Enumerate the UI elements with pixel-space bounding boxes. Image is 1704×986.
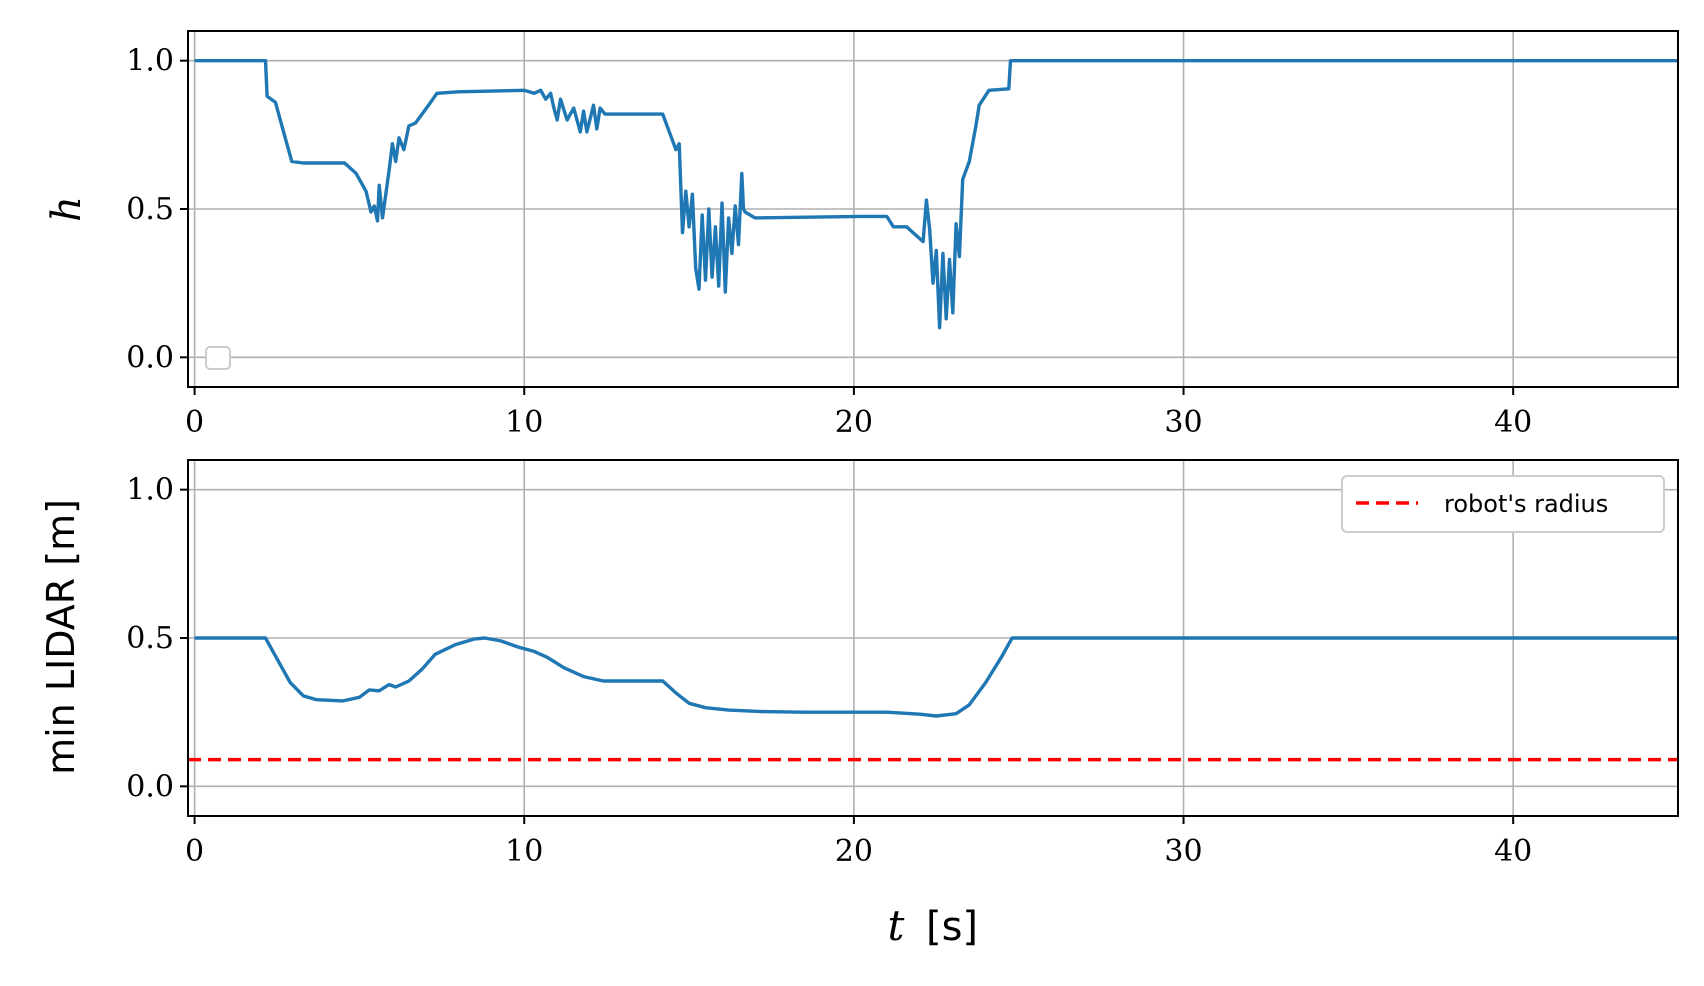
top-x-ticks: 0 10 20 30 40 bbox=[185, 387, 1532, 440]
y-tick-label: 0.5 bbox=[126, 192, 174, 227]
x-tick-label: 0 bbox=[185, 834, 204, 869]
x-tick-label: 40 bbox=[1494, 834, 1532, 869]
x-label-unit: [s] bbox=[926, 904, 978, 950]
bottom-x-ticks: 0 10 20 30 40 bbox=[185, 816, 1532, 869]
y-tick-label: 1.0 bbox=[126, 44, 174, 79]
bottom-series bbox=[188, 636, 1678, 762]
y-tick-label: 0.0 bbox=[126, 769, 174, 804]
x-axis-label: t [s] bbox=[888, 901, 978, 950]
bottom-y-ticks: 0.0 0.5 1.0 bbox=[126, 473, 188, 804]
y-tick-label: 0.0 bbox=[126, 340, 174, 375]
x-tick-label: 30 bbox=[1164, 405, 1202, 440]
legend-box bbox=[1341, 475, 1665, 533]
legend-label: robot's radius bbox=[1444, 490, 1608, 518]
top-legend-empty-box bbox=[205, 346, 231, 370]
x-tick-label: 0 bbox=[185, 405, 204, 440]
x-tick-label: 40 bbox=[1494, 405, 1532, 440]
x-tick-label: 20 bbox=[835, 834, 873, 869]
bottom-panel: 0 10 20 30 40 0.0 0.5 1.0 robot's radius min L… bbox=[39, 459, 1679, 950]
y-tick-label: 0.5 bbox=[126, 621, 174, 656]
x-tick-label: 20 bbox=[835, 405, 873, 440]
top-y-label: h bbox=[44, 196, 90, 222]
legend: robot's radius bbox=[1341, 475, 1665, 533]
x-tick-label: 10 bbox=[505, 405, 543, 440]
series-line bbox=[194, 636, 1678, 718]
y-tick-label: 1.0 bbox=[126, 473, 174, 508]
x-tick-label: 30 bbox=[1164, 834, 1202, 869]
top-y-ticks: 0.0 0.5 1.0 bbox=[126, 44, 188, 375]
top-series bbox=[194, 59, 1678, 330]
series-line bbox=[194, 59, 1678, 330]
x-tick-label: 10 bbox=[505, 834, 543, 869]
x-label-variable: t bbox=[888, 901, 905, 950]
bottom-y-label: min LIDAR [m] bbox=[39, 499, 83, 775]
top-panel: 0 10 20 30 40 0.0 0.5 1.0 h bbox=[44, 30, 1679, 440]
